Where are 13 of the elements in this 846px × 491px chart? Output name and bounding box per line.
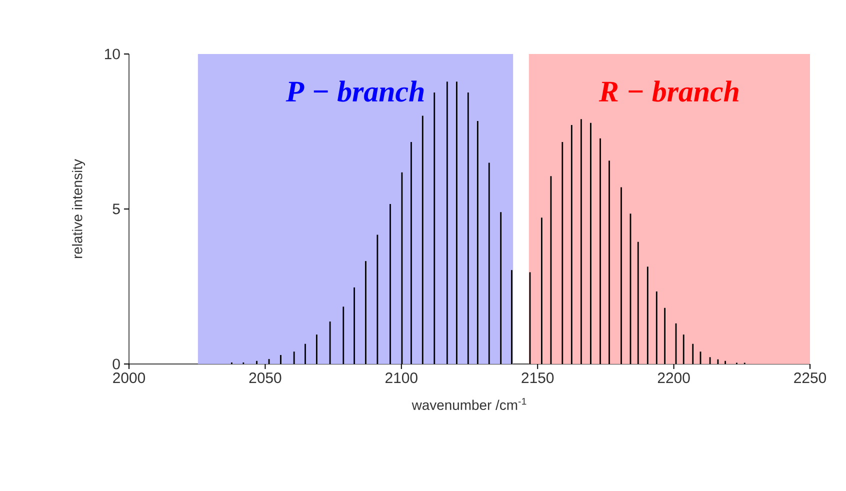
- y-tick-label: 10: [105, 48, 120, 60]
- x-tick-label: 2050: [249, 372, 282, 384]
- band-label: P − branch: [286, 80, 424, 102]
- x-tick-label: 2200: [658, 372, 690, 384]
- band-label: R − branch: [598, 80, 738, 102]
- x-tick-label: 2100: [386, 372, 418, 384]
- x-tick-label: 2000: [113, 372, 146, 384]
- x-tick-label: 2150: [522, 372, 554, 384]
- y-axis-title: relative intensity: [72, 159, 86, 258]
- x-axis-title: wavenumber /cm$^{-1}$: [412, 398, 526, 410]
- y-tick-label: 5: [112, 204, 120, 214]
- y-tick-label: 0: [112, 358, 120, 370]
- x-tick-label: 2250: [794, 372, 826, 384]
